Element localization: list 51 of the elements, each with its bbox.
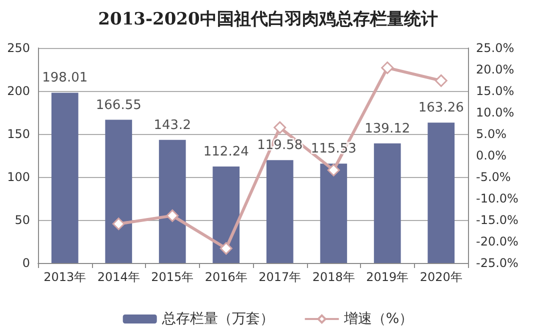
x-tick-label: 2015年 bbox=[151, 270, 194, 284]
data-label: 166.55 bbox=[96, 98, 142, 113]
chart-title: 2013-2020中国祖代白羽肉鸡总存栏量统计 bbox=[98, 10, 438, 30]
y2-tick-label: -25.0% bbox=[476, 256, 518, 270]
y2-tick-label: 20.0% bbox=[476, 62, 514, 76]
y-tick-label: 100 bbox=[7, 170, 30, 184]
bar bbox=[212, 166, 240, 263]
y2-tick-label: -5.0% bbox=[476, 170, 511, 184]
bar bbox=[105, 120, 132, 263]
data-label: 198.01 bbox=[42, 70, 88, 86]
y2-tick-label: 0.0% bbox=[476, 148, 506, 162]
data-label: 115.53 bbox=[310, 142, 356, 157]
point bbox=[381, 62, 394, 74]
x-tick-label: 2020年 bbox=[420, 270, 462, 284]
bar bbox=[51, 92, 78, 263]
bar bbox=[428, 122, 455, 263]
data-label: 143.2 bbox=[154, 118, 191, 133]
bar bbox=[320, 164, 348, 263]
bar bbox=[266, 160, 294, 263]
point bbox=[220, 242, 232, 255]
bar bbox=[374, 143, 401, 263]
x-tick-label: 2019年 bbox=[366, 270, 409, 284]
legend-label: 总存栏量（万套） bbox=[160, 311, 274, 327]
x-tick-label: 2013年 bbox=[44, 270, 86, 284]
x-tick-label: 2018年 bbox=[312, 270, 355, 284]
y-tick-label: 200 bbox=[7, 84, 30, 98]
y2-tick-label: -10.0% bbox=[476, 192, 518, 206]
point bbox=[166, 209, 179, 222]
y-tick-label: 250 bbox=[7, 41, 30, 55]
data-label: 112.24 bbox=[203, 144, 249, 160]
bar bbox=[158, 140, 186, 263]
y2-tick-label: 10.0% bbox=[476, 106, 514, 120]
y2-tick-label: -20.0% bbox=[476, 234, 518, 248]
y-tick-label: 150 bbox=[7, 127, 30, 141]
x-tick-label: 2016年 bbox=[204, 270, 248, 284]
y-tick-label: 0 bbox=[22, 256, 30, 270]
point bbox=[274, 121, 286, 134]
data-label: 163.26 bbox=[418, 100, 464, 116]
x-tick-label: 2014年 bbox=[97, 270, 140, 284]
y-tick-label: 50 bbox=[14, 213, 30, 227]
y2-tick-label: 15.0% bbox=[476, 84, 514, 98]
data-label: 119.58 bbox=[257, 138, 303, 154]
point bbox=[327, 164, 340, 176]
legend-label: 增速（%） bbox=[342, 311, 414, 327]
point bbox=[434, 74, 448, 87]
y2-tick-label: -15.0% bbox=[476, 213, 518, 227]
y2-tick-label: 25.0% bbox=[476, 41, 514, 55]
point bbox=[112, 218, 125, 230]
x-tick-label: 2017年 bbox=[258, 270, 302, 284]
data-label: 139.12 bbox=[364, 121, 410, 136]
y2-tick-label: 5.0% bbox=[476, 127, 506, 141]
